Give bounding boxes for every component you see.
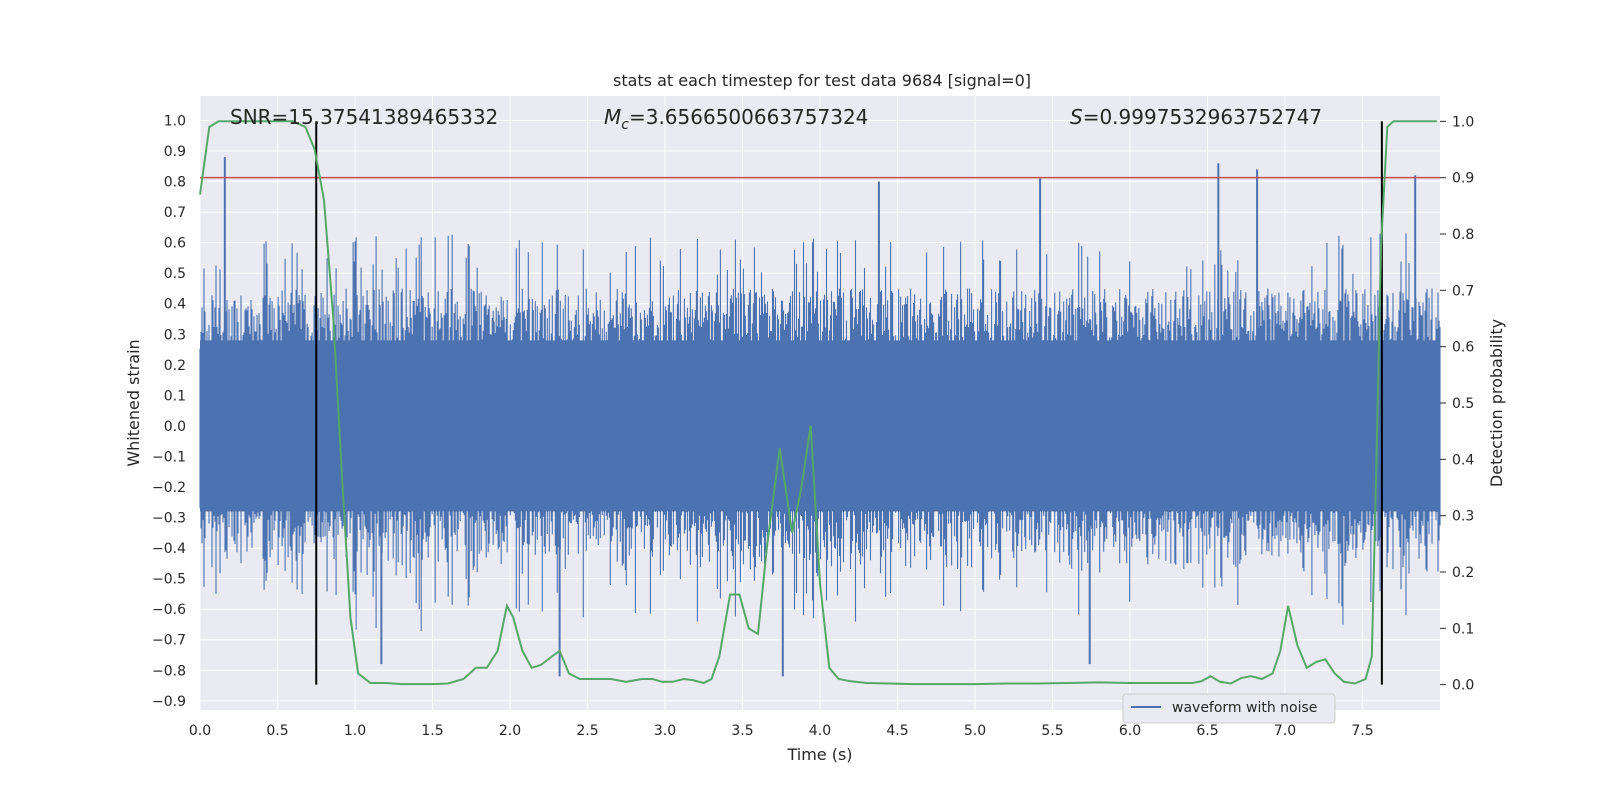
y-tick-label: 0.7	[164, 205, 186, 221]
x-tick-label: 0.5	[266, 723, 288, 739]
y2-tick-label: 0.3	[1452, 509, 1474, 525]
y-axis-ticks: −0.9 −0.8 −0.7 −0.6 −0.5 −0.4 −0.3 −0.2 −0.1 0.0 0…	[152, 113, 186, 709]
x-axis-ticks: 0.0 0.5 1.0 1.5 2.0 2.5 3.0 3.5 4.0 4.5 5.0 5.5 6.0 6…	[189, 723, 1374, 739]
y-tick-label: −0.1	[152, 449, 186, 465]
y-tick-label: 0.9	[164, 144, 186, 160]
y2-tick-label: 0.5	[1452, 396, 1474, 412]
x-tick-label: 2.0	[499, 723, 521, 739]
x-tick-label: 2.5	[576, 723, 598, 739]
probability-line	[199, 120, 1437, 686]
y-tick-label: 0.3	[164, 327, 186, 343]
y-axis-label: Whitened strain	[124, 339, 143, 466]
chart-title: stats at each timestep for test data 968…	[613, 71, 1031, 90]
x-tick-label: 4.0	[809, 723, 831, 739]
x-tick-label: 5.5	[1041, 723, 1063, 739]
x-tick-label: 7.0	[1274, 723, 1296, 739]
x-tick-label: 3.0	[654, 723, 676, 739]
x-tick-label: 7.5	[1351, 723, 1373, 739]
y2-tick-label: 0.8	[1452, 227, 1474, 243]
x-tick-label: 5.0	[964, 723, 986, 739]
y2-tick-label: 0.1	[1452, 621, 1474, 637]
x-axis-label: Time (s)	[786, 745, 852, 764]
probability-series	[199, 120, 1437, 686]
y2-tick-label: 0.2	[1452, 565, 1474, 581]
y-tick-label: 0.6	[164, 236, 186, 252]
chirp-mass-annotation: Mc=3.6566500663757324	[604, 105, 868, 133]
y-tick-label: 0.2	[164, 358, 186, 374]
chirp-mass-value: =3.6566500663757324	[629, 105, 868, 129]
y2-axis-ticks: 0.0 0.1 0.2 0.3 0.4 0.5 0.6 0.7 0.8 0.9 1.0	[1440, 114, 1474, 694]
legend-box	[1122, 693, 1336, 724]
x-tick-label: 3.5	[731, 723, 753, 739]
y-tick-label: −0.6	[152, 602, 186, 618]
x-tick-label: 1.5	[421, 723, 443, 739]
y-tick-label: −0.7	[152, 633, 186, 649]
y-tick-label: 0.4	[164, 297, 186, 313]
y2-tick-label: 0.6	[1452, 340, 1474, 356]
score-annotation: S=0.9997532963752747	[1070, 105, 1322, 129]
y-tick-label: 0.0	[164, 419, 186, 435]
y2-tick-label: 0.4	[1452, 452, 1474, 468]
chirp-mass-subscript: c	[621, 117, 629, 133]
y-tick-label: −0.4	[152, 541, 186, 557]
chirp-mass-symbol: M	[604, 105, 621, 129]
y2-tick-label: 0.0	[1452, 678, 1474, 694]
x-tick-label: 6.0	[1119, 723, 1141, 739]
y-tick-label: 0.1	[164, 388, 186, 404]
legend: waveform with noise	[1122, 693, 1336, 724]
y2-tick-label: 1.0	[1452, 114, 1474, 130]
y-tick-label: 0.8	[164, 175, 186, 191]
x-tick-label: 0.0	[189, 723, 211, 739]
waveform-series	[199, 157, 1441, 677]
legend-label: waveform with noise	[1172, 700, 1317, 716]
y-tick-label: −0.3	[152, 511, 186, 527]
y-tick-label: −0.2	[152, 480, 186, 496]
waveform-core	[200, 340, 1440, 512]
x-tick-label: 1.0	[344, 723, 366, 739]
x-tick-label: 4.5	[886, 723, 908, 739]
y2-tick-label: 0.9	[1452, 171, 1474, 187]
snr-annotation: SNR=15.37541389465332	[230, 105, 498, 129]
y-tick-label: 0.5	[164, 266, 186, 282]
y-tick-label: −0.8	[152, 663, 186, 679]
y-tick-label: 1.0	[164, 113, 186, 129]
x-tick-label: 6.5	[1196, 723, 1218, 739]
score-symbol: S	[1070, 105, 1083, 129]
y-tick-label: −0.5	[152, 572, 186, 588]
y2-tick-label: 0.7	[1452, 283, 1474, 299]
y-tick-label: −0.9	[152, 694, 186, 710]
score-value: =0.9997532963752747	[1083, 105, 1322, 129]
y2-axis-label: Detection probability	[1487, 319, 1506, 487]
